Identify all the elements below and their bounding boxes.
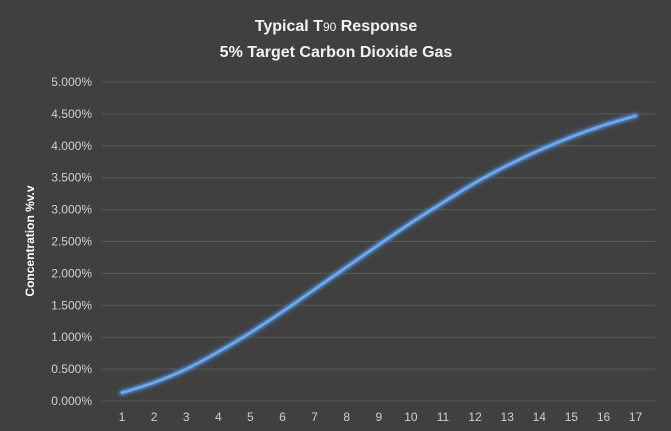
x-tick-label: 5	[247, 410, 254, 424]
data-point	[281, 310, 285, 314]
data-point	[505, 164, 509, 168]
y-tick-labels: 0.000% 0.500% 1.000% 1.500% 2.000% 2.500% 3.00…	[51, 75, 92, 408]
data-point	[634, 114, 638, 118]
data-point	[602, 123, 606, 127]
data-point	[248, 331, 252, 335]
data-point	[473, 181, 477, 185]
data-point	[184, 367, 188, 371]
x-tick-label: 8	[343, 410, 350, 424]
x-tick-label: 2	[151, 410, 158, 424]
chart-title-line-1: Typical T90 Response	[255, 18, 418, 35]
x-tick-label: 12	[468, 410, 482, 424]
y-tick-label: 2.000%	[51, 266, 92, 280]
series-line-0	[120, 114, 638, 395]
y-tick-label: 4.500%	[51, 107, 92, 121]
data-point	[313, 287, 317, 291]
data-point	[441, 201, 445, 205]
y-tick-label: 0.000%	[51, 394, 92, 408]
y-tick-label: 3.000%	[51, 203, 92, 217]
chart-title-suffix: Response	[336, 18, 417, 35]
x-tick-label: 13	[501, 410, 515, 424]
data-point	[377, 243, 381, 247]
data-point	[152, 380, 156, 384]
data-point	[120, 391, 124, 395]
x-tick-labels: 1 2 3 4 5 6 7 8 9 10 11 12 13 14 15 16 17	[119, 410, 643, 424]
y-tick-label: 1.000%	[51, 330, 92, 344]
x-tick-label: 1	[119, 410, 126, 424]
data-point	[537, 148, 541, 152]
x-tick-label: 14	[533, 410, 547, 424]
y-tick-label: 3.500%	[51, 171, 92, 185]
x-tick-label: 17	[629, 410, 643, 424]
y-tick-label: 5.000%	[51, 75, 92, 89]
x-tick-label: 9	[375, 410, 382, 424]
x-tick-label: 10	[404, 410, 418, 424]
y-tick-label: 0.500%	[51, 362, 92, 376]
data-point	[345, 265, 349, 269]
x-tick-label: 3	[183, 410, 190, 424]
chart-title-subscript: 90	[323, 20, 337, 34]
x-tick-label: 4	[215, 410, 222, 424]
data-point	[409, 221, 413, 225]
y-axis-title: Concentration %v.v	[23, 185, 37, 296]
y-tick-label: 1.500%	[51, 298, 92, 312]
series-layer	[118, 112, 640, 397]
x-tick-label: 15	[565, 410, 579, 424]
x-tick-label: 11	[437, 410, 450, 424]
x-tick-label: 6	[279, 410, 286, 424]
y-tick-label: 4.000%	[51, 139, 92, 153]
x-tick-label: 7	[311, 410, 318, 424]
y-tick-label: 2.500%	[51, 235, 92, 249]
data-point	[569, 135, 573, 139]
chart-title-line-2: 5% Target Carbon Dioxide Gas	[220, 44, 453, 61]
data-point	[216, 350, 220, 354]
chart-title-main: Typical T	[255, 18, 323, 35]
x-tick-label: 16	[597, 410, 611, 424]
